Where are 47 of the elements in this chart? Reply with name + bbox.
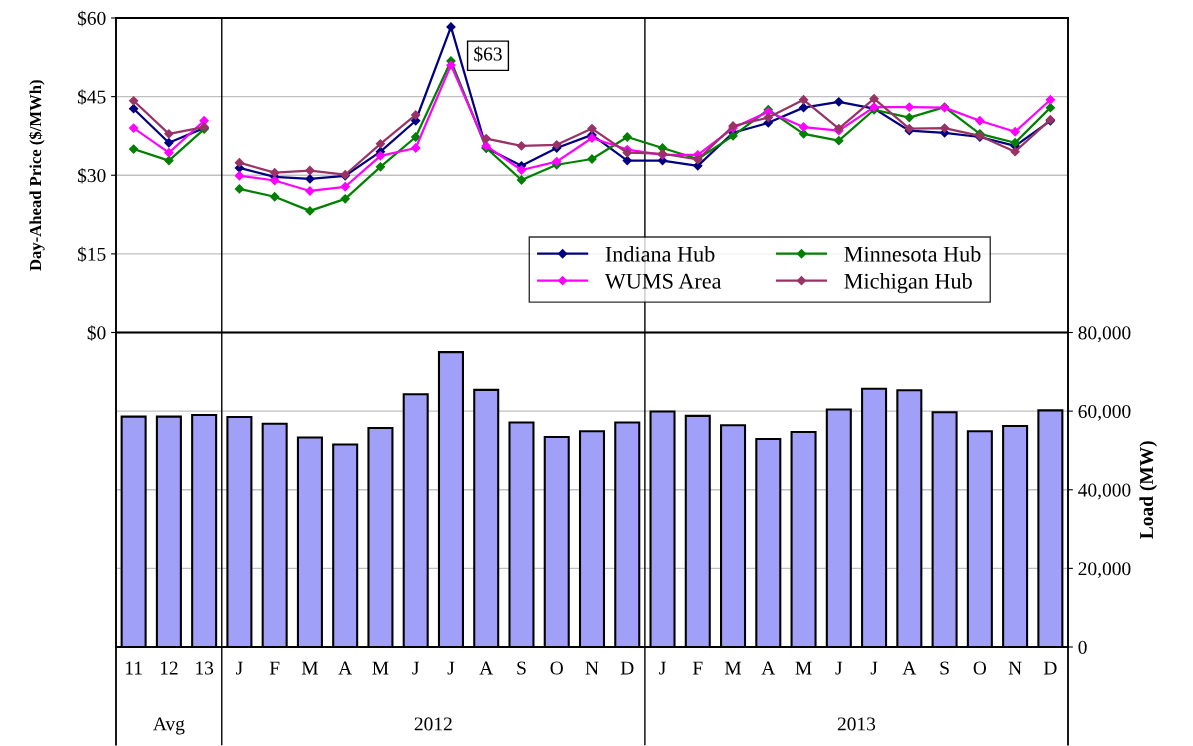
x-tick-label: 12	[160, 661, 178, 675]
x-tick-label: M	[301, 661, 318, 675]
legend-label: Michigan Hub	[844, 273, 972, 294]
y-tick-label: $30	[77, 167, 106, 184]
x-tick-label: 11	[125, 661, 142, 675]
x-tick-label: D	[1043, 661, 1057, 675]
x-tick-label: A	[338, 661, 353, 675]
y-axis-title: Day-Ahead Price ($/MWh)	[28, 80, 45, 271]
x-tick-label: O	[973, 661, 987, 675]
y2-tick-label: 40,000	[1078, 483, 1131, 500]
x-tick-label: J	[236, 661, 243, 675]
x-tick-label: S	[940, 661, 949, 675]
legend-label: WUMS Area	[604, 273, 722, 289]
x-tick-label: J	[412, 661, 420, 675]
y2-tick-label: 0	[1078, 640, 1087, 654]
x-tick-label: M	[372, 661, 389, 675]
x-tick-label: M	[724, 661, 742, 675]
x-tick-label: A	[902, 661, 917, 675]
y2-tick-label: 80,000	[1078, 326, 1131, 343]
x-tick-label: S	[517, 661, 526, 675]
x-tick-label: J	[659, 661, 666, 675]
legend-label: Minnesota Hub	[844, 246, 981, 262]
y2-axis-title: Load (MW)	[1139, 441, 1158, 539]
x-tick-label: A	[479, 661, 494, 675]
x-tick-label: F	[269, 661, 280, 675]
text: 2012	[414, 717, 452, 731]
annotation: $63	[474, 46, 502, 62]
x-tick-label: J	[870, 661, 878, 675]
x-tick-label: 13	[196, 661, 214, 675]
text: 2013	[837, 717, 876, 731]
y2-tick-label: 20,000	[1078, 562, 1131, 579]
y-tick-label: $0	[87, 325, 106, 341]
x-tick-label: N	[585, 661, 599, 675]
y-tick-label: $45	[77, 89, 106, 105]
x-tick-label: M	[795, 661, 812, 675]
x-tick-label: D	[620, 661, 634, 675]
x-tick-label: F	[692, 661, 703, 675]
x-tick-label: N	[1008, 661, 1022, 675]
y-tick-label: $15	[77, 246, 106, 263]
x-tick-label: J	[835, 661, 843, 675]
legend-label: Indiana Hub	[605, 246, 715, 262]
text: Avg	[153, 717, 185, 735]
y-tick-label: $60	[77, 10, 106, 27]
x-tick-label: J	[447, 661, 455, 675]
x-tick-label: O	[550, 661, 563, 675]
y2-tick-label: 60,000	[1078, 404, 1131, 421]
x-tick-label: A	[761, 661, 776, 675]
